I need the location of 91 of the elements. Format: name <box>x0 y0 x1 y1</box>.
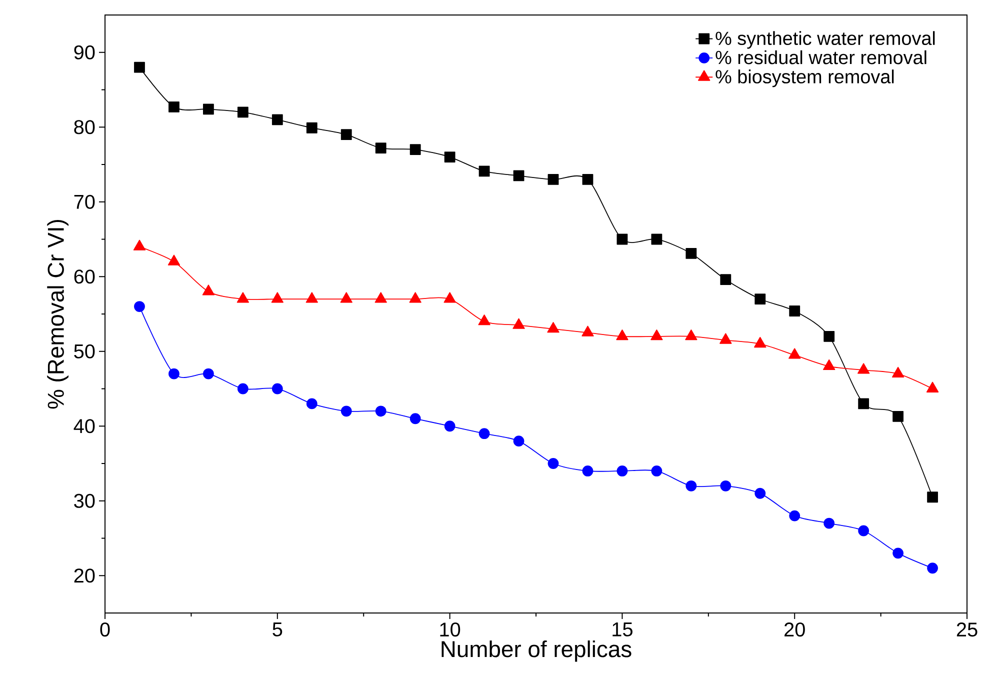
x-tick-label: 25 <box>956 622 978 637</box>
point <box>340 406 352 417</box>
point <box>375 406 386 417</box>
point <box>824 518 835 529</box>
point <box>858 525 870 536</box>
y-tick-label: 20 <box>74 568 95 583</box>
point <box>202 284 215 296</box>
point <box>409 292 422 303</box>
point <box>616 329 628 340</box>
point <box>340 292 352 303</box>
point <box>512 318 525 329</box>
point <box>926 382 939 392</box>
point <box>478 428 490 440</box>
point <box>720 480 732 492</box>
point <box>272 383 283 394</box>
point <box>444 152 456 162</box>
point <box>340 129 352 140</box>
point <box>374 292 387 303</box>
point <box>168 254 180 266</box>
point <box>823 359 836 370</box>
point <box>582 174 594 185</box>
point <box>306 292 318 303</box>
legend-label: % synthetic water removal <box>716 31 935 49</box>
point <box>133 240 146 250</box>
point <box>548 174 559 185</box>
x-tick-label: 0 <box>100 622 110 637</box>
point <box>375 142 386 154</box>
point <box>582 466 594 476</box>
legend-label: % residual water removal <box>716 50 926 64</box>
y-axis-title: % (Removal Cr VI) <box>47 220 68 409</box>
point <box>134 62 145 73</box>
y-tick-label: 60 <box>74 270 95 284</box>
point <box>237 106 248 118</box>
point <box>686 248 697 259</box>
point <box>203 368 214 380</box>
point <box>616 234 628 245</box>
point <box>857 363 870 374</box>
point <box>236 292 250 303</box>
point <box>789 510 800 522</box>
y-tick-label: 30 <box>74 494 95 508</box>
point <box>444 292 456 303</box>
point <box>892 548 904 559</box>
point <box>651 234 662 245</box>
point <box>306 122 318 134</box>
point <box>168 368 180 380</box>
point <box>789 306 800 316</box>
point <box>444 420 456 432</box>
point <box>168 101 180 112</box>
point <box>478 314 490 326</box>
point <box>582 326 594 336</box>
legend-label: % biosystem removal <box>716 70 894 88</box>
point <box>237 383 248 394</box>
point <box>858 398 870 410</box>
y-tick-label: 90 <box>74 45 95 60</box>
point <box>685 329 698 340</box>
x-tick-label: 15 <box>612 622 632 636</box>
point <box>892 410 904 422</box>
x-tick-label: 5 <box>272 622 282 636</box>
point <box>513 436 524 447</box>
point <box>754 336 766 348</box>
point <box>754 488 766 499</box>
point <box>547 322 560 333</box>
x-tick-label: 10 <box>440 622 460 637</box>
x-tick-label: 20 <box>784 622 805 637</box>
y-tick-label: 80 <box>74 120 95 134</box>
point <box>686 480 697 492</box>
point <box>616 466 628 476</box>
point <box>410 144 421 155</box>
point <box>272 114 283 126</box>
x-axis-title: Number of replicas <box>442 640 632 662</box>
point <box>306 398 318 410</box>
y-tick-label: 70 <box>74 194 95 209</box>
point <box>720 333 732 344</box>
point <box>650 329 663 340</box>
point <box>548 458 559 469</box>
point <box>927 492 938 503</box>
point <box>203 104 214 115</box>
point <box>651 466 662 476</box>
point <box>754 294 766 304</box>
point <box>478 166 490 177</box>
point <box>410 413 421 424</box>
point <box>892 366 904 378</box>
point <box>788 348 801 359</box>
point <box>271 292 284 303</box>
y-tick-label: 50 <box>74 344 95 358</box>
point <box>134 301 145 312</box>
point <box>927 562 938 574</box>
point <box>513 170 524 182</box>
y-tick-label: 40 <box>74 419 95 434</box>
point <box>720 274 732 286</box>
point <box>824 330 835 342</box>
